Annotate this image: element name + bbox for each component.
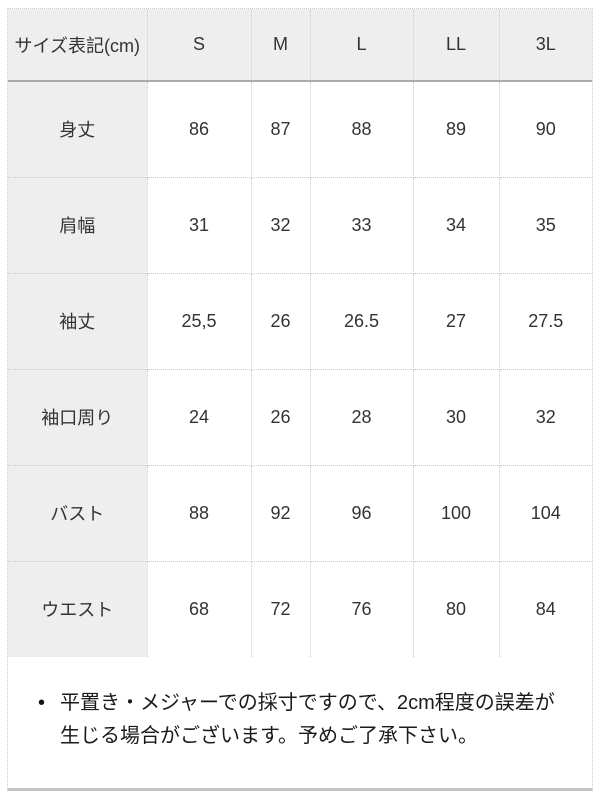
size-chart-panel: サイズ表記(cm) S M L LL 3L 身丈 86 87 88 89 90 … — [7, 8, 593, 791]
cell-body-length-l: 88 — [309, 80, 414, 178]
cell-waist-m: 72 — [250, 560, 311, 658]
cell-cuff-circumference-3l: 32 — [498, 368, 593, 466]
cell-sleeve-length-s: 25,5 — [146, 272, 252, 370]
cell-sleeve-length-3l: 27.5 — [498, 272, 593, 370]
cell-sleeve-length-l: 26.5 — [309, 272, 414, 370]
row-label-body-length: 身丈 — [7, 80, 148, 178]
header-size-s: S — [146, 8, 252, 82]
cell-bust-m: 92 — [250, 464, 311, 562]
cell-shoulder-width-l: 33 — [309, 176, 414, 274]
row-sleeve-length: 袖丈 25,5 26 26.5 27 27.5 — [7, 272, 593, 370]
cell-sleeve-length-m: 26 — [250, 272, 311, 370]
cell-body-length-s: 86 — [146, 80, 252, 178]
cell-sleeve-length-ll: 27 — [412, 272, 500, 370]
row-label-waist: ウエスト — [7, 560, 148, 658]
header-row: サイズ表記(cm) S M L LL 3L — [7, 8, 593, 82]
header-size-l: L — [309, 8, 414, 82]
cell-bust-ll: 100 — [412, 464, 500, 562]
row-shoulder-width: 肩幅 31 32 33 34 35 — [7, 176, 593, 274]
cell-body-length-ll: 89 — [412, 80, 500, 178]
cell-waist-l: 76 — [309, 560, 414, 658]
cell-waist-s: 68 — [146, 560, 252, 658]
row-bust: バスト 88 92 96 100 104 — [7, 464, 593, 562]
cell-bust-s: 88 — [146, 464, 252, 562]
cell-cuff-circumference-s: 24 — [146, 368, 252, 466]
header-size-m: M — [250, 8, 311, 82]
row-label-shoulder-width: 肩幅 — [7, 176, 148, 274]
cell-body-length-3l: 90 — [498, 80, 593, 178]
row-label-sleeve-length: 袖丈 — [7, 272, 148, 370]
cell-waist-ll: 80 — [412, 560, 500, 658]
row-label-bust: バスト — [7, 464, 148, 562]
cell-cuff-circumference-l: 28 — [309, 368, 414, 466]
row-waist: ウエスト 68 72 76 80 84 — [7, 560, 593, 658]
cell-cuff-circumference-ll: 30 — [412, 368, 500, 466]
cell-shoulder-width-3l: 35 — [498, 176, 593, 274]
cell-waist-3l: 84 — [498, 560, 593, 658]
cell-shoulder-width-s: 31 — [146, 176, 252, 274]
size-spec-table: サイズ表記(cm) S M L LL 3L 身丈 86 87 88 89 90 … — [7, 8, 593, 658]
row-label-cuff-circumference: 袖口周り — [7, 368, 148, 466]
header-size-notation: サイズ表記(cm) — [7, 8, 148, 82]
cell-cuff-circumference-m: 26 — [250, 368, 311, 466]
row-cuff-circumference: 袖口周り 24 26 28 30 32 — [7, 368, 593, 466]
measurement-note-text: 平置き・メジャーでの採寸ですので、2cm程度の誤差が生じる場合がございます。予め… — [60, 692, 555, 747]
header-size-ll: LL — [412, 8, 500, 82]
row-body-length: 身丈 86 87 88 89 90 — [7, 80, 593, 178]
cell-bust-l: 96 — [309, 464, 414, 562]
cell-bust-3l: 104 — [498, 464, 593, 562]
header-size-3l: 3L — [498, 8, 593, 82]
cell-shoulder-width-ll: 34 — [412, 176, 500, 274]
measurement-note: • 平置き・メジャーでの採寸ですので、2cm程度の誤差が生じる場合がございます。… — [8, 657, 592, 753]
cell-shoulder-width-m: 32 — [250, 176, 311, 274]
cell-body-length-m: 87 — [250, 80, 311, 178]
bullet-icon: • — [38, 692, 46, 714]
